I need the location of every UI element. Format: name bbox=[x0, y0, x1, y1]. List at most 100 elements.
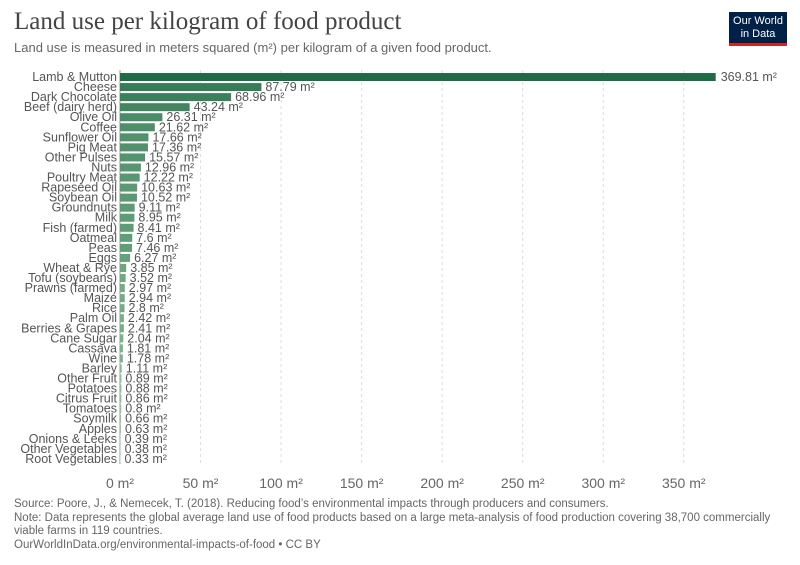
value-label: 43.24 m² bbox=[194, 100, 243, 114]
value-label: 3.52 m² bbox=[130, 271, 172, 285]
x-tick-label: 300 m² bbox=[581, 475, 625, 491]
category-label: Groundnuts bbox=[52, 201, 117, 215]
category-label: Wheat & Rye bbox=[43, 261, 117, 275]
category-label: Eggs bbox=[89, 251, 118, 265]
bar bbox=[120, 354, 123, 363]
category-label: Other Fruit bbox=[57, 372, 117, 386]
value-label: 12.22 m² bbox=[144, 171, 193, 185]
chart-title: Land use per kilogram of food product bbox=[14, 8, 402, 35]
value-label: 21.62 m² bbox=[159, 120, 208, 134]
category-label: Wine bbox=[89, 351, 118, 365]
owid-logo[interactable]: Our World in Data bbox=[729, 12, 787, 46]
bar bbox=[120, 274, 126, 283]
value-label: 6.27 m² bbox=[134, 251, 176, 265]
bar bbox=[120, 334, 124, 343]
bar bbox=[120, 404, 122, 413]
category-label: Other Vegetables bbox=[20, 442, 117, 456]
value-label: 2.94 m² bbox=[129, 291, 171, 305]
bar bbox=[120, 364, 122, 373]
bar bbox=[120, 193, 137, 202]
bar bbox=[120, 304, 125, 313]
bar bbox=[120, 213, 135, 222]
category-label: Cassava bbox=[68, 341, 117, 355]
category-label: Citrus Fruit bbox=[56, 392, 118, 406]
value-label: 0.8 m² bbox=[125, 402, 160, 416]
category-label: Coffee bbox=[80, 120, 117, 134]
category-label: Palm Oil bbox=[70, 311, 117, 325]
value-label: 87.79 m² bbox=[265, 80, 314, 94]
value-label: 0.66 m² bbox=[125, 412, 167, 426]
category-label: Pig Meat bbox=[68, 140, 118, 154]
value-label: 10.52 m² bbox=[141, 191, 190, 205]
bar bbox=[120, 173, 140, 182]
category-label: Cheese bbox=[74, 80, 117, 94]
category-label: Rapeseed Oil bbox=[41, 181, 117, 195]
category-label: Root Vegetables bbox=[25, 452, 117, 466]
bar bbox=[120, 414, 122, 423]
category-label: Beef (dairy herd) bbox=[24, 100, 117, 114]
category-label: Soybean Oil bbox=[49, 191, 117, 205]
credit-link[interactable]: OurWorldInData.org/environmental-impacts… bbox=[14, 538, 321, 551]
bar bbox=[120, 374, 122, 383]
value-label: 17.36 m² bbox=[152, 140, 201, 154]
value-label: 0.63 m² bbox=[125, 422, 167, 436]
category-label: Other Pulses bbox=[45, 150, 117, 164]
category-label: Maize bbox=[84, 291, 117, 305]
value-label: 7.6 m² bbox=[136, 231, 171, 245]
category-label: Onions & Leeks bbox=[29, 432, 117, 446]
value-label: 1.11 m² bbox=[126, 361, 167, 375]
category-label: Peas bbox=[89, 241, 118, 255]
value-label: 369.81 m² bbox=[721, 70, 777, 84]
bar bbox=[120, 203, 135, 212]
bar bbox=[120, 233, 133, 242]
x-tick-label: 200 m² bbox=[420, 475, 464, 491]
value-label: 0.89 m² bbox=[125, 372, 167, 386]
bar bbox=[120, 73, 716, 82]
category-label: Nuts bbox=[91, 160, 117, 174]
chart-subtitle: Land use is measured in meters squared (… bbox=[14, 40, 492, 55]
value-label: 0.86 m² bbox=[125, 392, 167, 406]
x-tick-label: 100 m² bbox=[259, 475, 303, 491]
bar bbox=[120, 294, 125, 303]
value-label: 0.33 m² bbox=[125, 452, 167, 466]
category-label: Milk bbox=[95, 211, 118, 225]
bar bbox=[120, 284, 125, 293]
category-label: Tomatoes bbox=[63, 402, 117, 416]
category-label: Lamb & Mutton bbox=[32, 70, 117, 84]
bar bbox=[120, 143, 148, 152]
value-label: 26.31 m² bbox=[166, 110, 215, 124]
value-label: 0.38 m² bbox=[125, 442, 167, 456]
category-label: Barley bbox=[82, 361, 118, 375]
bar bbox=[120, 384, 122, 393]
bar bbox=[120, 263, 127, 272]
bar bbox=[120, 394, 122, 403]
x-tick-label: 350 m² bbox=[662, 475, 706, 491]
value-label: 2.8 m² bbox=[129, 301, 164, 315]
category-label: Soymilk bbox=[73, 412, 118, 426]
category-label: Poultry Meat bbox=[47, 171, 118, 185]
category-label: Tofu (soybeans) bbox=[28, 271, 117, 285]
bar bbox=[120, 314, 124, 323]
category-label: Fish (farmed) bbox=[43, 221, 117, 235]
bar bbox=[120, 113, 163, 122]
value-label: 0.39 m² bbox=[125, 432, 167, 446]
category-label: Prawns (farmed) bbox=[25, 281, 117, 295]
category-label: Olive Oil bbox=[70, 110, 117, 124]
value-label: 2.97 m² bbox=[129, 281, 171, 295]
value-label: 9.11 m² bbox=[139, 201, 180, 215]
value-label: 1.81 m² bbox=[127, 341, 169, 355]
bar bbox=[120, 253, 131, 262]
bar bbox=[120, 324, 124, 333]
x-tick-label: 50 m² bbox=[183, 475, 219, 491]
value-label: 2.41 m² bbox=[128, 321, 170, 335]
category-label: Apples bbox=[79, 422, 117, 436]
x-tick-label: 150 m² bbox=[340, 475, 384, 491]
bar bbox=[120, 153, 146, 162]
value-label: 8.41 m² bbox=[138, 221, 180, 235]
category-label: Sunflower Oil bbox=[43, 130, 117, 144]
bar bbox=[120, 243, 133, 252]
value-label: 0.88 m² bbox=[125, 382, 167, 396]
value-label: 7.46 m² bbox=[136, 241, 178, 255]
value-label: 12.96 m² bbox=[145, 160, 194, 174]
chart-footer: Source: Poore, J., & Nemecek, T. (2018).… bbox=[14, 498, 794, 552]
